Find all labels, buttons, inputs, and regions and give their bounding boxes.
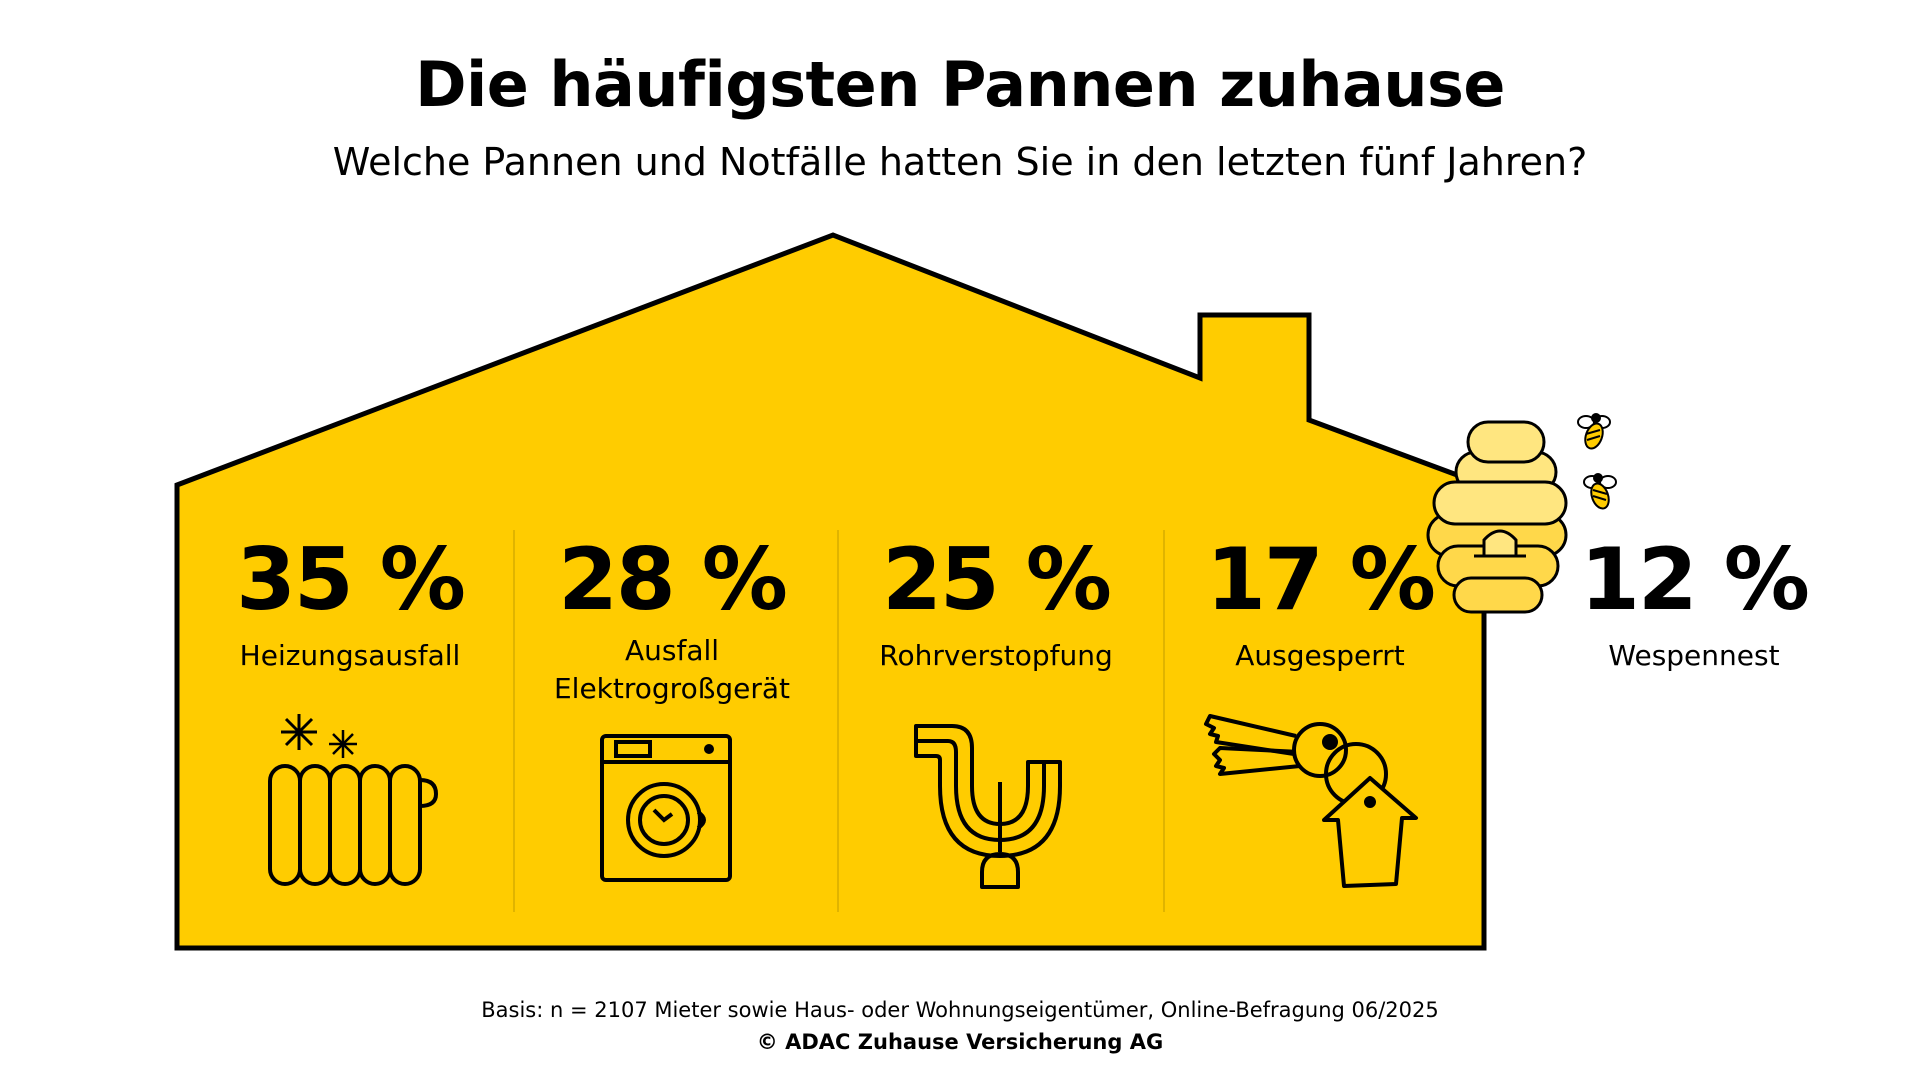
beehive-icon (1426, 420, 1568, 614)
category-label-line: Elektrogroßgerät (553, 672, 790, 705)
chart-title: Die häufigsten Pannen zuhause (415, 48, 1505, 121)
value-label-ausgesperrt: 17 % (1206, 530, 1436, 630)
value-label-elektrogeraet: 28 % (558, 530, 788, 630)
category-label-ausgesperrt: Ausgesperrt (1160, 637, 1480, 675)
category-label-line: Wespennest (1608, 639, 1780, 672)
copyright: © ADAC Zuhause Versicherung AG (756, 1030, 1164, 1054)
radiator-icon (268, 714, 439, 886)
pipe-plunger-icon (914, 724, 1062, 889)
value-label-heizungsausfall: 35 % (236, 530, 466, 630)
snowflake-icon (329, 730, 357, 758)
washing-machine-icon (600, 734, 732, 882)
category-label-elektrogeraet: Ausfall Elektrogroßgerät (512, 632, 832, 708)
category-label-wespennest: Wespennest (1534, 637, 1854, 675)
house-shape (174, 232, 1487, 951)
footnote: Basis: n = 2107 Mieter sowie Haus- oder … (481, 998, 1439, 1022)
wasp-icon (1583, 473, 1617, 510)
value-label-wespennest: 12 % (1580, 530, 1810, 630)
category-label-line: Heizungsausfall (239, 639, 461, 672)
chart-subtitle: Welche Pannen und Notfälle hatten Sie in… (332, 140, 1588, 184)
snowflake-icon (281, 714, 317, 750)
category-label-line: Ausfall (624, 634, 720, 667)
category-label-heizungsausfall: Heizungsausfall (190, 637, 510, 675)
category-label-rohrverstopfung: Rohrverstopfung (836, 637, 1156, 675)
keys-icon (1204, 714, 1418, 888)
category-label-line: Ausgesperrt (1235, 639, 1405, 672)
value-label-rohrverstopfung: 25 % (882, 530, 1112, 630)
wasp-icon (1577, 413, 1611, 450)
category-label-line: Rohrverstopfung (879, 639, 1113, 672)
